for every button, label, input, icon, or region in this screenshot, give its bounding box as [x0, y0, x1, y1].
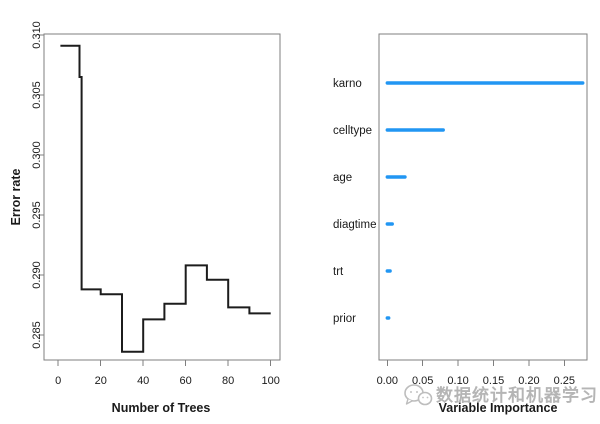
y-axis-tick-label: 0.290: [31, 261, 43, 289]
x-axis-tick-label: 0.25: [554, 375, 575, 387]
x-axis-tick-label: 100: [261, 375, 279, 387]
x-axis-tick-label: 40: [137, 375, 149, 387]
variable-importance-plot-box: [378, 33, 588, 361]
y-axis-tick-label: 0.300: [31, 141, 43, 169]
x-axis-tick-label: 0.10: [447, 375, 468, 387]
y-axis-tick-label: 0.310: [31, 21, 43, 49]
x-axis-tick-label: 0.00: [377, 375, 398, 387]
category-label-trt: trt: [333, 266, 344, 278]
y-axis-tick-label: 0.285: [31, 321, 43, 349]
category-label-celltype: celltype: [333, 125, 372, 137]
error-rate-step-line: [60, 44, 271, 353]
x-axis-tick-label: 0.20: [518, 375, 539, 387]
y-axis-tick-label: 0.305: [31, 81, 43, 109]
x-axis-tick-label: 20: [95, 375, 107, 387]
category-label-prior: prior: [333, 313, 356, 325]
category-label-diagtime: diagtime: [333, 219, 376, 231]
category-label-age: age: [333, 172, 352, 184]
error-rate-plot-box: [43, 33, 281, 361]
y-axis-label: Error rate: [9, 168, 23, 225]
x-axis-tick-label: 80: [222, 375, 234, 387]
x-axis-label: Variable Importance: [439, 401, 558, 415]
y-axis-tick-label: 0.295: [31, 201, 43, 229]
category-label-karno: karno: [333, 78, 362, 90]
x-axis-tick-label: 0: [55, 375, 61, 387]
x-axis-label: Number of Trees: [112, 401, 211, 415]
x-axis-tick-label: 60: [180, 375, 192, 387]
x-axis-tick-label: 0.05: [412, 375, 433, 387]
x-axis-tick-label: 0.15: [483, 375, 504, 387]
